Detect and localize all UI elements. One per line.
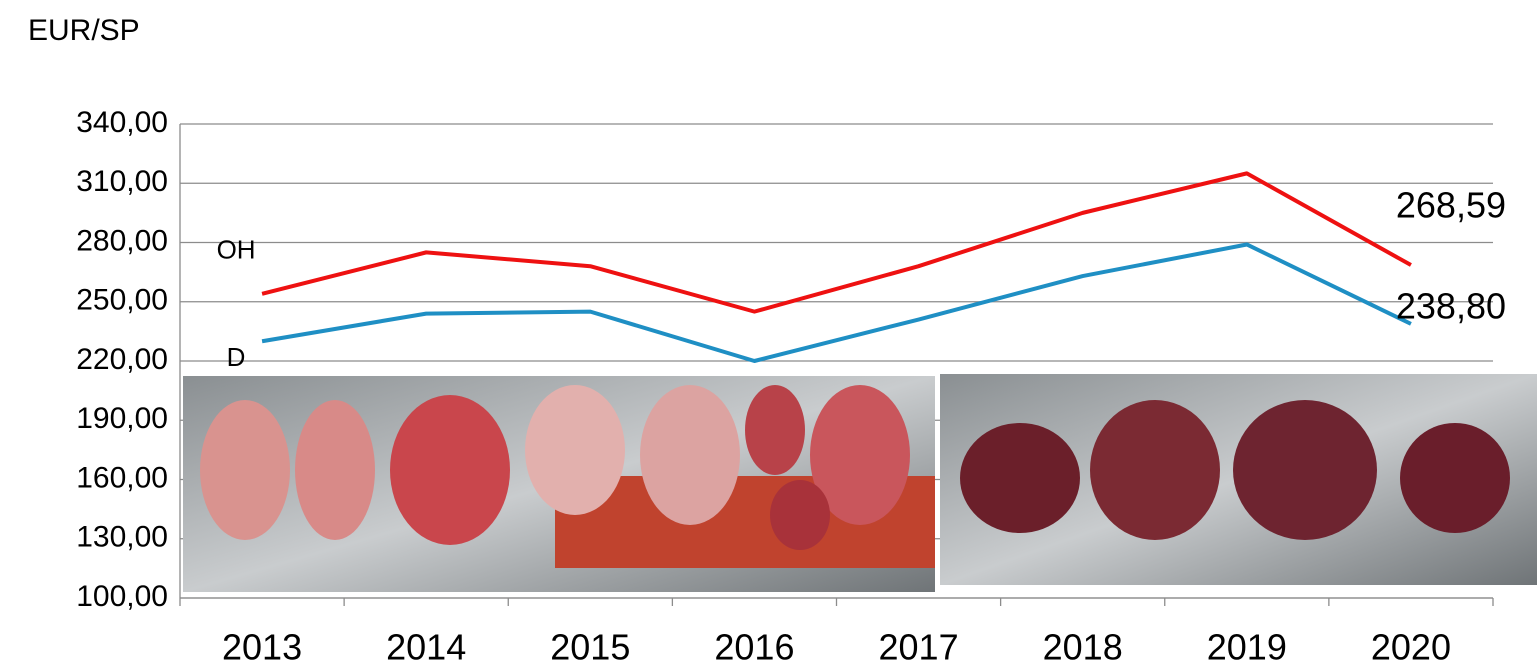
- x-tick-label: 2020: [1371, 627, 1451, 667]
- data-label: 238,80: [1396, 285, 1506, 326]
- y-tick-label: 160,00: [76, 461, 168, 494]
- x-tick-label: 2013: [222, 627, 302, 667]
- y-tick-label: 100,00: [76, 580, 168, 613]
- y-tick-label: 310,00: [76, 165, 168, 198]
- x-tick-label: 2014: [386, 627, 466, 667]
- x-tick-label: 2019: [1207, 627, 1287, 667]
- x-tick-label: 2018: [1043, 627, 1123, 667]
- series-line: [261, 171, 1412, 314]
- y-tick-label: 250,00: [76, 284, 168, 317]
- photo-left: [183, 376, 935, 592]
- series-line: [261, 242, 1412, 363]
- series-label: OH: [217, 235, 256, 265]
- y-tick-label: 190,00: [76, 402, 168, 435]
- y-tick-label: 130,00: [76, 521, 168, 554]
- photo-right: [940, 374, 1537, 585]
- x-tick-label: 2017: [879, 627, 959, 667]
- y-tick-label: 340,00: [76, 106, 168, 139]
- x-tick-label: 2015: [550, 627, 630, 667]
- y-tick-label: 220,00: [76, 343, 168, 376]
- series-label: D: [227, 342, 246, 372]
- y-tick-label: 280,00: [76, 224, 168, 257]
- y-unit-label: EUR/SP: [28, 14, 140, 47]
- x-tick-label: 2016: [714, 627, 794, 667]
- data-label: 268,59: [1396, 185, 1506, 226]
